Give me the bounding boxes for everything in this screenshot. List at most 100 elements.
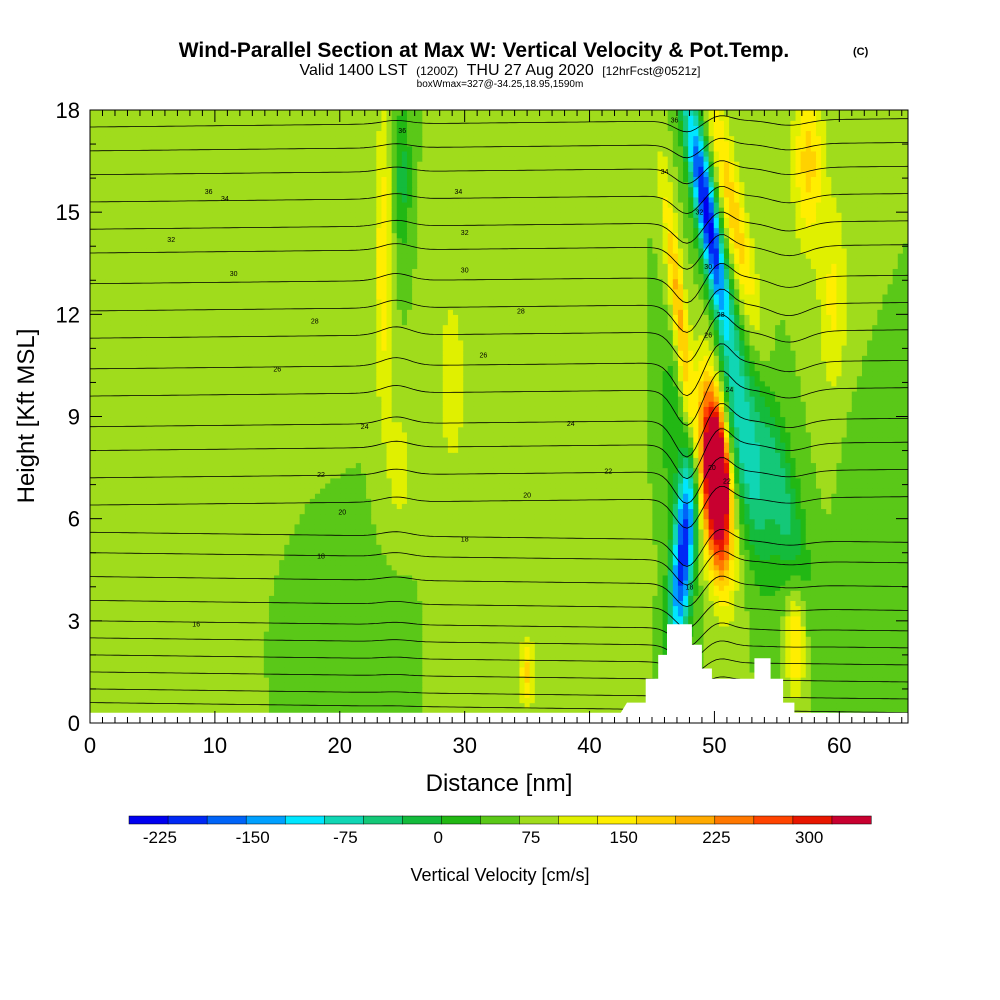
velocity-cell — [151, 569, 158, 576]
velocity-cell — [100, 615, 106, 622]
velocity-cell — [570, 666, 577, 673]
velocity-cell — [176, 661, 183, 668]
velocity-cell — [831, 631, 838, 637]
velocity-cell — [309, 574, 316, 581]
velocity-cell — [197, 666, 204, 673]
velocity-cell — [304, 677, 311, 683]
velocity-cell — [877, 671, 884, 678]
velocity-cell — [749, 651, 756, 658]
velocity-cell — [560, 595, 567, 601]
velocity-cell — [376, 646, 383, 653]
velocity-cell — [493, 707, 500, 714]
velocity-cell — [902, 636, 908, 642]
velocity-cell — [867, 687, 873, 693]
velocity-cell — [580, 682, 587, 688]
velocity-cell — [836, 697, 843, 704]
velocity-cell — [744, 590, 751, 596]
velocity-cell — [790, 590, 797, 596]
velocity-cell — [519, 564, 526, 571]
velocity-cell — [263, 595, 270, 601]
velocity-cell — [381, 569, 388, 576]
velocity-cell — [166, 585, 173, 591]
velocity-cell — [473, 605, 480, 612]
velocity-cell — [575, 677, 582, 683]
velocity-cell — [325, 605, 331, 612]
velocity-cell — [458, 671, 464, 678]
velocity-cell — [391, 636, 398, 642]
velocity-cell — [412, 564, 418, 571]
velocity-cell — [166, 641, 173, 647]
velocity-cell — [284, 646, 290, 653]
velocity-cell — [647, 610, 653, 617]
velocity-cell — [662, 620, 669, 627]
velocity-cell — [427, 625, 434, 632]
velocity-cell — [233, 651, 239, 658]
velocity-cell — [856, 590, 863, 596]
velocity-cell — [805, 636, 812, 642]
velocity-cell — [504, 687, 510, 693]
velocity-cell — [631, 687, 638, 693]
velocity-cell — [560, 605, 567, 612]
velocity-cell — [335, 574, 342, 581]
velocity-cell — [151, 585, 158, 591]
velocity-cell — [887, 615, 894, 622]
velocity-cell — [473, 661, 480, 668]
velocity-cell — [565, 682, 572, 688]
velocity-cell — [166, 595, 173, 601]
velocity-cell — [274, 595, 280, 601]
velocity-cell — [381, 590, 388, 596]
velocity-cell — [412, 625, 418, 632]
velocity-cell — [734, 590, 740, 596]
velocity-cell — [222, 590, 229, 596]
velocity-cell — [345, 666, 352, 673]
velocity-cell — [355, 590, 362, 596]
velocity-cell — [499, 651, 505, 658]
velocity-cell — [621, 595, 628, 601]
velocity-cell — [519, 666, 526, 673]
velocity-cell — [381, 677, 388, 683]
velocity-cell — [729, 646, 735, 653]
velocity-cell — [146, 636, 152, 642]
velocity-cell — [115, 625, 122, 632]
velocity-cell — [141, 590, 147, 596]
velocity-cell — [882, 702, 889, 709]
velocity-cell — [187, 564, 193, 571]
velocity-cell — [120, 559, 127, 566]
velocity-cell — [483, 636, 490, 642]
velocity-cell — [616, 666, 623, 673]
velocity-cell — [309, 687, 316, 693]
velocity-cell — [764, 625, 771, 632]
velocity-cell — [872, 585, 878, 591]
velocity-cell — [545, 707, 551, 714]
velocity-cell — [575, 682, 582, 688]
velocity-cell — [447, 590, 454, 596]
velocity-cell — [703, 631, 710, 637]
velocity-cell — [769, 590, 776, 596]
velocity-cell — [304, 692, 311, 699]
velocity-cell — [642, 585, 648, 591]
velocity-cell — [274, 600, 280, 607]
velocity-cell — [463, 702, 469, 709]
velocity-cell — [442, 579, 449, 586]
velocity-cell — [192, 677, 198, 683]
velocity-cell — [156, 605, 163, 612]
velocity-cell — [545, 682, 551, 688]
velocity-cell — [314, 661, 321, 668]
velocity-cell — [836, 666, 843, 673]
velocity-cell — [647, 651, 653, 658]
velocity-cell — [274, 651, 280, 658]
velocity-cell — [642, 661, 648, 668]
velocity-cell — [841, 671, 848, 678]
velocity-cell — [345, 656, 352, 663]
velocity-cell — [529, 646, 536, 653]
velocity-cell — [831, 702, 838, 709]
velocity-cell — [171, 682, 178, 688]
velocity-cell — [550, 651, 556, 658]
velocity-cell — [790, 615, 797, 622]
velocity-cell — [253, 574, 260, 581]
velocity-cell — [222, 687, 229, 693]
velocity-cell — [642, 641, 648, 647]
velocity-cell — [412, 661, 418, 668]
velocity-cell — [560, 631, 567, 637]
velocity-cell — [115, 692, 122, 699]
